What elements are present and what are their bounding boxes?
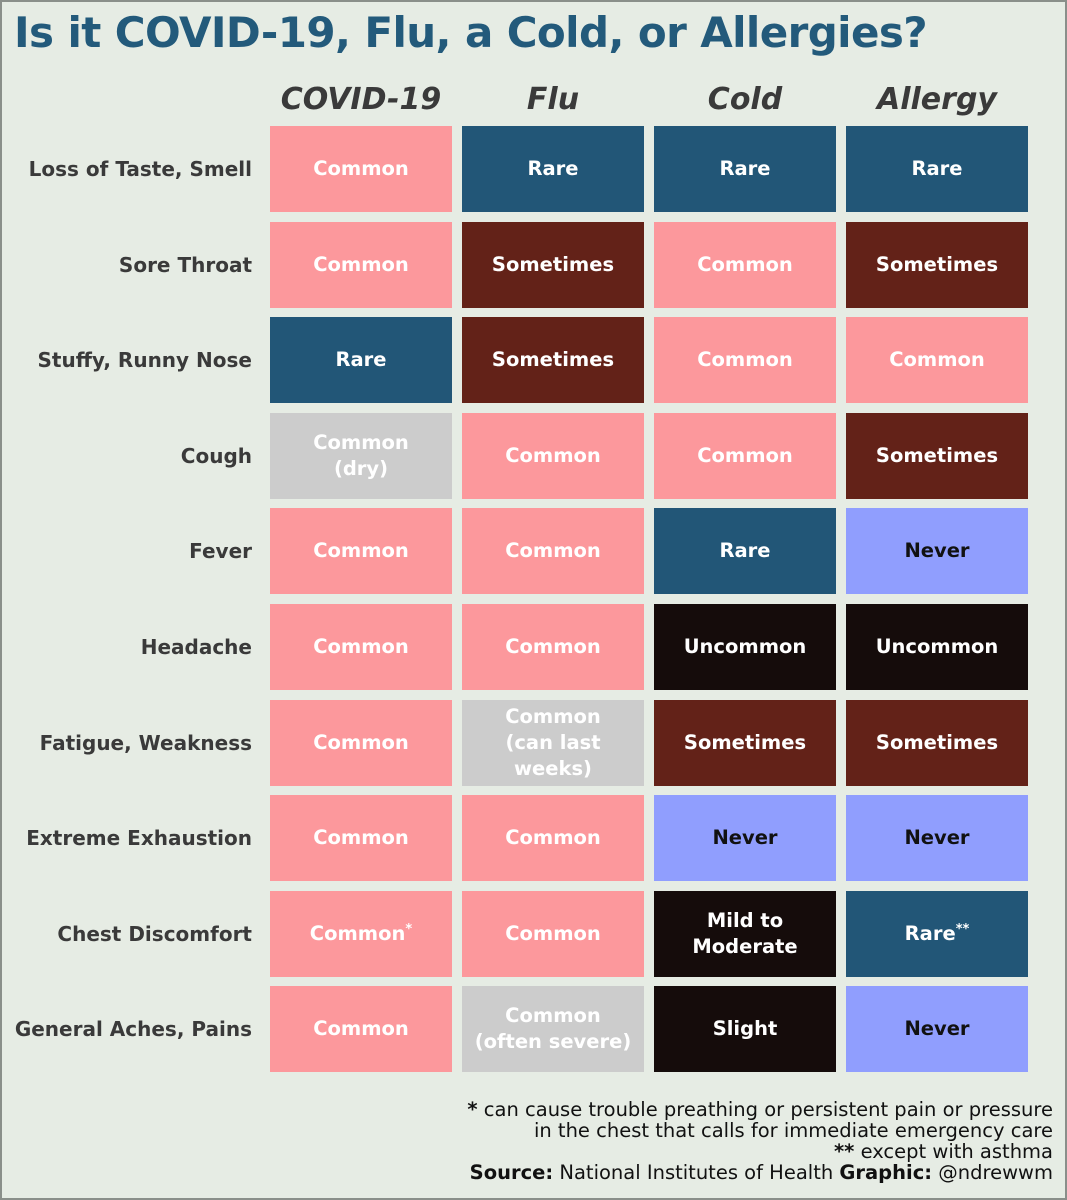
cell-fatigue-weakness-allergy: Sometimes: [846, 700, 1028, 786]
page-title: Is it COVID-19, Flu, a Cold, or Allergie…: [14, 8, 928, 57]
cell-fever-cold: Rare: [654, 508, 836, 594]
cell-sore-throat-cold: Common: [654, 222, 836, 308]
row-label-general-aches-pains: General Aches, Pains: [14, 1017, 252, 1041]
cell-cough-flu: Common: [462, 413, 644, 499]
row-label-chest-discomfort: Chest Discomfort: [57, 922, 252, 946]
footnote-1-marker: *: [467, 1098, 478, 1121]
footnotes: * can cause trouble preathing or persist…: [467, 1099, 1053, 1183]
cell-extreme-exhaustion-covid-19: Common: [270, 795, 452, 881]
row-label-fatigue-weakness: Fatigue, Weakness: [39, 731, 252, 755]
column-header-covid-19: COVID-19: [280, 82, 442, 117]
cell-sore-throat-flu: Sometimes: [462, 222, 644, 308]
cell-chest-discomfort-flu: Common: [462, 891, 644, 977]
cell-sore-throat-covid-19: Common: [270, 222, 452, 308]
cell-extreme-exhaustion-allergy: Never: [846, 795, 1028, 881]
footnote-2-text: except with asthma: [854, 1140, 1053, 1163]
cell-general-aches-pains-cold: Slight: [654, 986, 836, 1072]
cell-loss-of-taste-smell-allergy: Rare: [846, 126, 1028, 212]
cell-chest-discomfort-covid-19: Common *: [270, 891, 452, 977]
graphic-label: Graphic:: [839, 1161, 933, 1184]
footnote-1-line-1: * can cause trouble preathing or persist…: [467, 1099, 1053, 1120]
cell-headache-cold: Uncommon: [654, 604, 836, 690]
cell-headache-covid-19: Common: [270, 604, 452, 690]
cell-stuffy-runny-nose-covid-19: Rare: [270, 317, 452, 403]
cell-stuffy-runny-nose-cold: Common: [654, 317, 836, 403]
row-label-headache: Headache: [140, 635, 252, 659]
cell-fever-covid-19: Common: [270, 508, 452, 594]
row-label-extreme-exhaustion: Extreme Exhaustion: [26, 826, 252, 850]
cell-loss-of-taste-smell-flu: Rare: [462, 126, 644, 212]
footnote-1-text: can cause trouble preathing or persisten…: [477, 1098, 1053, 1121]
row-label-sore-throat: Sore Throat: [118, 253, 252, 277]
source-line: Source: National Institutes of Health Gr…: [467, 1162, 1053, 1183]
footnote-2-marker: **: [833, 1140, 855, 1163]
column-header-allergy: Allergy: [877, 82, 997, 117]
cell-headache-flu: Common: [462, 604, 644, 690]
cell-fever-flu: Common: [462, 508, 644, 594]
cell-chest-discomfort-allergy: Rare **: [846, 891, 1028, 977]
footnote-2: ** except with asthma: [467, 1141, 1053, 1162]
graphic-credit: @ndrewwm: [932, 1161, 1053, 1184]
cell-cough-cold: Common: [654, 413, 836, 499]
cell-fatigue-weakness-flu: Common (can last weeks): [462, 700, 644, 786]
source-label: Source:: [469, 1161, 554, 1184]
row-label-fever: Fever: [189, 539, 252, 563]
row-label-cough: Cough: [180, 444, 252, 468]
cell-cough-allergy: Sometimes: [846, 413, 1028, 499]
column-header-flu: Flu: [526, 82, 580, 117]
cell-chest-discomfort-cold: Mild to Moderate: [654, 891, 836, 977]
cell-loss-of-taste-smell-covid-19: Common: [270, 126, 452, 212]
cell-headache-allergy: Uncommon: [846, 604, 1028, 690]
column-header-cold: Cold: [707, 82, 783, 117]
cell-stuffy-runny-nose-flu: Sometimes: [462, 317, 644, 403]
cell-extreme-exhaustion-cold: Never: [654, 795, 836, 881]
cell-general-aches-pains-allergy: Never: [846, 986, 1028, 1072]
footnote-1-line-2: in the chest that calls for immediate em…: [533, 1119, 1053, 1142]
row-label-loss-of-taste-smell: Loss of Taste, Smell: [28, 157, 252, 181]
cell-cough-covid-19: Common (dry): [270, 413, 452, 499]
cell-stuffy-runny-nose-allergy: Common: [846, 317, 1028, 403]
cell-loss-of-taste-smell-cold: Rare: [654, 126, 836, 212]
cell-extreme-exhaustion-flu: Common: [462, 795, 644, 881]
source-text: National Institutes of Health: [553, 1161, 840, 1184]
cell-fatigue-weakness-cold: Sometimes: [654, 700, 836, 786]
row-label-stuffy-runny-nose: Stuffy, Runny Nose: [37, 348, 252, 372]
cell-general-aches-pains-flu: Common (often severe): [462, 986, 644, 1072]
cell-sore-throat-allergy: Sometimes: [846, 222, 1028, 308]
cell-fever-allergy: Never: [846, 508, 1028, 594]
cell-general-aches-pains-covid-19: Common: [270, 986, 452, 1072]
cell-fatigue-weakness-covid-19: Common: [270, 700, 452, 786]
